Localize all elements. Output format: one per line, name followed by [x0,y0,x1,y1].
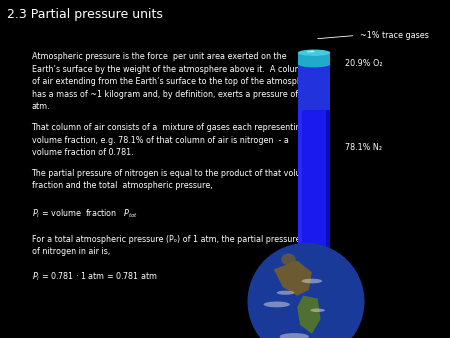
Text: That column of air consists of a  mixture of gases each representing a
volume fr: That column of air consists of a mixture… [32,123,314,158]
Text: Atmospheric pressure is the force  per unit area exerted on the
Earth’s surface : Atmospheric pressure is the force per un… [32,52,315,112]
Text: ~1% trace gases: ~1% trace gases [360,31,429,40]
Polygon shape [274,261,312,296]
Ellipse shape [311,51,314,52]
Polygon shape [298,64,302,272]
Ellipse shape [298,61,330,67]
Text: 20.9% O₂: 20.9% O₂ [345,59,382,68]
Ellipse shape [280,333,309,338]
Ellipse shape [277,291,294,295]
Text: For a total atmospheric pressure (Pₒ) of 1 atm, the partial pressure
of nitrogen: For a total atmospheric pressure (Pₒ) of… [32,235,300,257]
Ellipse shape [302,279,322,283]
Text: $\it{P_i}$ = 0.781 · 1 atm = 0.781 atm: $\it{P_i}$ = 0.781 · 1 atm = 0.781 atm [32,270,157,283]
Ellipse shape [281,254,296,265]
Text: $\it{P_i}$ = volume  fraction   $\it{P_{tot}}$: $\it{P_i}$ = volume fraction $\it{P_{tot… [32,208,138,220]
Polygon shape [326,64,330,272]
Polygon shape [298,64,330,272]
Ellipse shape [264,301,290,307]
Polygon shape [298,53,330,64]
Ellipse shape [298,50,330,56]
Text: 2.3 Partial pressure units: 2.3 Partial pressure units [7,8,162,21]
Text: The partial pressure of nitrogen is equal to the product of that volume
fraction: The partial pressure of nitrogen is equa… [32,169,314,191]
Ellipse shape [307,51,315,53]
Ellipse shape [248,243,364,338]
Polygon shape [298,64,330,110]
Ellipse shape [310,309,325,312]
Polygon shape [297,296,320,334]
Text: 78.1% N₂: 78.1% N₂ [345,143,382,151]
